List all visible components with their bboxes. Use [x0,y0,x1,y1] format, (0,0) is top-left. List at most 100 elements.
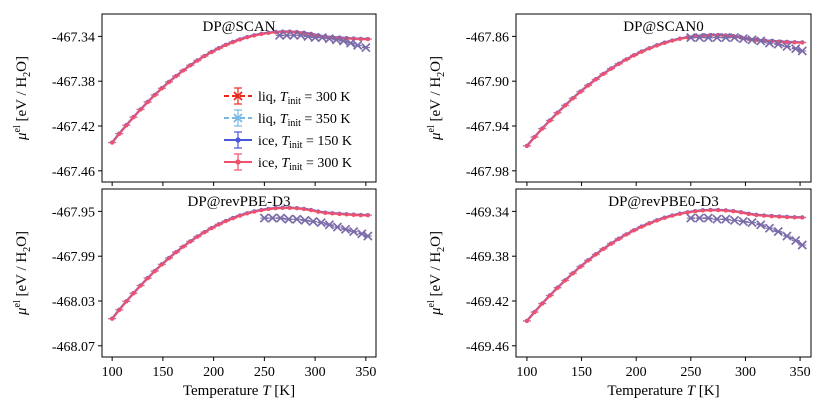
point-ice300 [309,208,314,213]
point-liq300 [338,36,349,46]
point-ice300 [138,283,143,288]
point-ice300 [252,33,257,38]
point-ice300 [677,36,682,41]
point-ice300 [358,213,363,218]
point-ice300 [601,72,606,77]
point-ice300 [540,126,545,131]
point-ice300 [624,232,629,237]
point-ice300 [166,80,171,85]
point-ice300 [273,206,278,211]
y-tick-label: -467.34 [52,30,95,45]
point-ice300 [365,213,370,218]
point-ice300 [693,209,698,214]
point-ice300 [323,210,328,215]
point-liq300 [703,213,713,223]
point-liq300 [296,30,306,40]
point-ice300 [547,118,552,123]
point-liq300 [353,40,363,50]
point-ice300 [230,40,235,45]
point-ice300 [174,74,179,79]
point-liq300 [747,35,757,45]
point-ice300 [188,239,193,244]
chart-title: DP@SCAN [202,19,275,35]
legend-label-liq350: liq, Tinit = 350 K [258,112,350,129]
point-ice300 [762,213,767,218]
x-tick-label: 300 [735,365,756,380]
point-liq300 [738,216,748,227]
point-liq300 [773,226,783,237]
y-tick-label: -467.94 [466,120,509,135]
point-liq300 [764,38,775,48]
point-ice300 [662,41,667,46]
point-liq300 [331,35,341,45]
point-ice300 [639,224,644,229]
point-liq300 [324,220,334,230]
y-tick-label: -467.90 [466,75,509,90]
point-ice300 [131,115,136,120]
point-liq300 [292,214,302,224]
point-ice300 [223,219,228,224]
point-liq300 [694,32,705,43]
x-tick-label: 150 [152,365,173,380]
legend-marker [235,159,241,165]
point-liq300 [284,214,294,224]
point-liq300 [346,38,356,48]
point-liq300 [686,32,696,43]
point-ice300 [145,276,150,281]
legend-label-liq300: liq, Tinit = 300 K [258,90,350,107]
point-ice300 [716,208,721,213]
panel-dp-revpbe-d3: DP@revPBE-D3 100 150 200 250 300 350 -467.95 -46… [12,188,377,399]
point-ice300 [578,264,583,269]
x-tick-label: 250 [680,365,701,380]
point-ice300 [287,206,292,211]
point-ice300 [124,123,129,128]
point-ice300 [245,211,250,216]
x-tick-label: 300 [305,365,326,380]
series-line-ice150 [526,208,803,322]
point-ice300 [609,66,614,71]
x-axis-label: Temperature T [K] [607,383,719,399]
y-tick-label: -467.98 [466,165,509,180]
point-liq300 [686,213,696,223]
point-ice300 [532,310,537,315]
y-axis-label: μel [eV / H2O] [426,231,447,316]
point-liq300 [349,226,359,237]
point-ice300 [670,213,675,218]
point-liq300 [773,39,783,49]
point-ice300 [301,207,306,212]
point-ice300 [624,57,629,62]
point-liq300 [756,36,766,46]
point-liq300 [361,43,371,53]
point-ice300 [677,211,682,216]
point-ice300 [152,93,157,98]
y-tick-label: -467.38 [52,75,95,90]
point-ice300 [216,222,221,227]
x-tick-label: 150 [571,365,592,380]
point-liq300 [289,30,299,40]
point-liq300 [316,218,326,228]
point-ice300 [670,38,675,43]
point-liq300 [259,213,269,223]
point-ice300 [616,62,621,67]
y-tick-label: -467.99 [52,250,95,265]
legend-marker [235,137,241,143]
legend-marker [233,113,243,123]
data-area [522,207,807,324]
series-line-ice300 [526,209,803,322]
point-liq300 [324,34,334,44]
y-tick-label: -469.46 [466,340,509,355]
x-tick-label: 200 [626,365,647,380]
point-liq300 [712,214,722,224]
point-ice300 [616,237,621,242]
point-ice300 [609,241,614,246]
y-tick-label: -469.38 [466,250,509,265]
point-ice300 [159,86,164,91]
point-ice300 [259,32,264,37]
point-liq300 [721,214,731,224]
point-liq300 [703,32,713,43]
x-tick-label: 350 [355,365,376,380]
point-ice300 [784,215,789,220]
point-ice300 [131,291,136,296]
point-ice300 [216,46,221,51]
series-line-ice300 [526,34,803,147]
